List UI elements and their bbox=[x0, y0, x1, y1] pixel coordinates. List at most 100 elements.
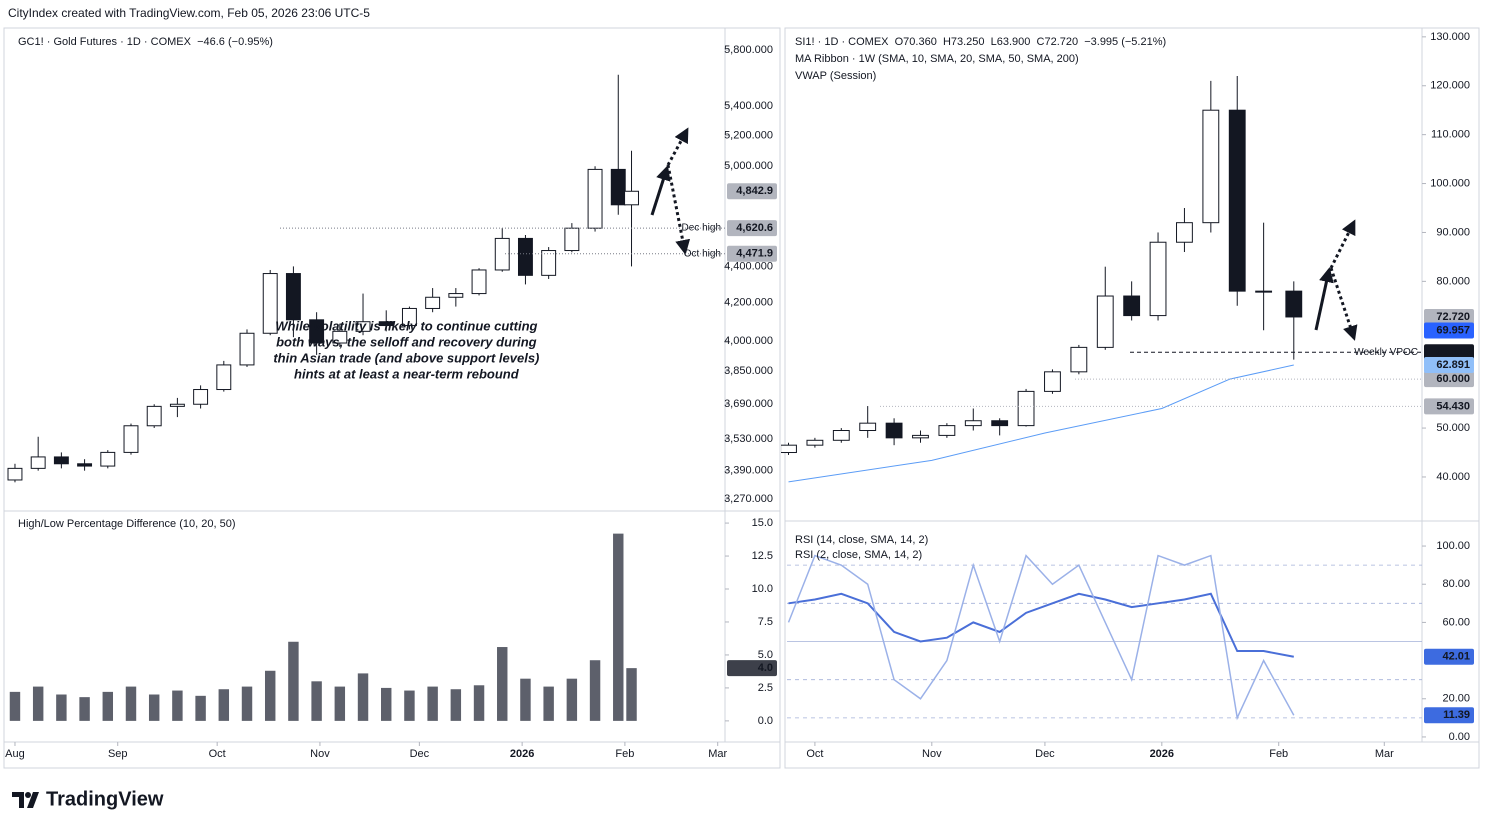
y-tick-label: 15.0 bbox=[752, 517, 773, 529]
candle-body bbox=[262, 273, 278, 334]
bar bbox=[497, 647, 508, 721]
candle-body bbox=[517, 237, 533, 276]
pane-subtitle: MA Ribbon · 1W (SMA, 10, SMA, 20, SMA, 5… bbox=[795, 53, 1079, 65]
candle-body bbox=[53, 456, 69, 465]
bar bbox=[32, 686, 44, 721]
candle-body bbox=[1285, 290, 1303, 318]
candle-body bbox=[1149, 241, 1167, 317]
candle-body bbox=[610, 168, 626, 206]
y-tick-label: 4,200.000 bbox=[724, 297, 773, 309]
candle-body bbox=[859, 422, 877, 432]
candle-body bbox=[1255, 290, 1273, 293]
candle-body bbox=[832, 430, 850, 441]
y-tick-label: 5,000.000 bbox=[724, 160, 773, 172]
bar bbox=[9, 691, 21, 721]
candle-body bbox=[991, 420, 1009, 427]
candle-body bbox=[1228, 109, 1246, 292]
pane-title: RSI (2, close, SMA, 14, 2) bbox=[795, 549, 922, 561]
y-tick-label: 3,690.000 bbox=[724, 398, 773, 410]
candle-body bbox=[378, 321, 394, 327]
bar bbox=[148, 694, 160, 721]
price-label-box bbox=[1424, 322, 1474, 339]
y-tick-label: 0.0 bbox=[758, 715, 773, 727]
price-label: 72.720 bbox=[1436, 311, 1470, 323]
bar bbox=[450, 689, 462, 721]
pane-title: SI1! · 1D · COMEX O70.360 H73.250 L63.90… bbox=[795, 36, 1166, 48]
candle-body bbox=[355, 321, 371, 332]
plot-area bbox=[9, 533, 637, 721]
bar bbox=[404, 690, 415, 721]
price-label-box bbox=[1424, 398, 1474, 415]
level-label: Oct high bbox=[684, 248, 721, 259]
rsi-line bbox=[787, 554, 1295, 721]
y-tick-label: 90.000 bbox=[1436, 226, 1470, 238]
plot-area bbox=[7, 74, 639, 483]
pane-title: GC1! · Gold Futures · 1D · COMEX −46.6 (… bbox=[18, 36, 273, 48]
logo-text: TradingView bbox=[46, 788, 164, 810]
y-tick-label: 5,800.000 bbox=[724, 44, 773, 56]
price-label: 69.957 bbox=[1436, 324, 1470, 336]
y-tick-label: 20.00 bbox=[1442, 693, 1470, 705]
annotation: both ways, the selloff and recovery duri… bbox=[276, 334, 537, 349]
plot-area bbox=[787, 554, 1422, 721]
y-tick-label: 50.000 bbox=[1436, 422, 1470, 434]
logo-mark bbox=[27, 792, 39, 808]
arrow bbox=[1314, 267, 1334, 331]
price-label: 42.01 bbox=[1442, 651, 1470, 663]
y-tick-label: 80.000 bbox=[1436, 275, 1470, 287]
y-tick-label: 5,400.000 bbox=[724, 100, 773, 112]
annotation: thin Asian trade (and above support leve… bbox=[273, 350, 539, 365]
y-tick-label: 5,200.000 bbox=[724, 129, 773, 141]
bar bbox=[543, 686, 554, 721]
price-label: 4,842.9 bbox=[736, 185, 773, 197]
x-tick-label: 2026 bbox=[510, 748, 534, 760]
ma-line bbox=[788, 364, 1294, 483]
arrow bbox=[650, 165, 671, 216]
candle-body bbox=[100, 451, 116, 467]
candle-body bbox=[781, 444, 797, 454]
header: CityIndex created with TradingView.com, … bbox=[8, 6, 370, 20]
candle-body bbox=[587, 168, 603, 229]
bar bbox=[520, 678, 531, 721]
candle-body bbox=[806, 439, 824, 446]
y-tick-label: 130.000 bbox=[1430, 31, 1470, 43]
candle-body bbox=[285, 273, 301, 321]
candle-body bbox=[309, 319, 325, 344]
price-label-box bbox=[727, 660, 777, 677]
candle-body bbox=[30, 456, 46, 469]
candle-body bbox=[1044, 371, 1061, 392]
bar bbox=[102, 691, 114, 721]
bar bbox=[357, 673, 369, 721]
y-tick-label: 110.000 bbox=[1431, 129, 1470, 141]
price-label-box bbox=[1424, 707, 1474, 724]
y-tick-label: 4,000.000 bbox=[724, 335, 773, 347]
candle-body bbox=[885, 422, 903, 439]
candle-body bbox=[123, 425, 139, 453]
candle-body bbox=[146, 405, 162, 427]
bar bbox=[79, 697, 90, 721]
candle-body bbox=[471, 269, 487, 295]
price-label-box bbox=[1424, 371, 1474, 388]
bar bbox=[334, 686, 346, 721]
candle-body bbox=[401, 307, 417, 327]
logo-mark bbox=[25, 792, 31, 798]
y-tick-label: 120.000 bbox=[1430, 80, 1470, 92]
x-tick-label: Feb bbox=[615, 748, 634, 760]
candle-body bbox=[193, 389, 209, 405]
y-tick-label: 40.000 bbox=[1436, 471, 1470, 483]
bar bbox=[626, 668, 637, 721]
x-tick-label: Nov bbox=[310, 748, 330, 760]
candle-body bbox=[1176, 222, 1193, 243]
bar bbox=[241, 686, 253, 721]
arrow bbox=[1329, 219, 1356, 269]
bar bbox=[195, 695, 206, 721]
arrow bbox=[666, 164, 691, 255]
bar bbox=[381, 687, 392, 721]
price-label-box bbox=[1424, 357, 1474, 374]
scenario-arrows bbox=[650, 127, 1358, 341]
right-frame bbox=[784, 27, 1480, 769]
bar bbox=[264, 670, 276, 721]
candle-body bbox=[1202, 109, 1220, 224]
y-tick-label: 100.000 bbox=[1430, 177, 1470, 189]
